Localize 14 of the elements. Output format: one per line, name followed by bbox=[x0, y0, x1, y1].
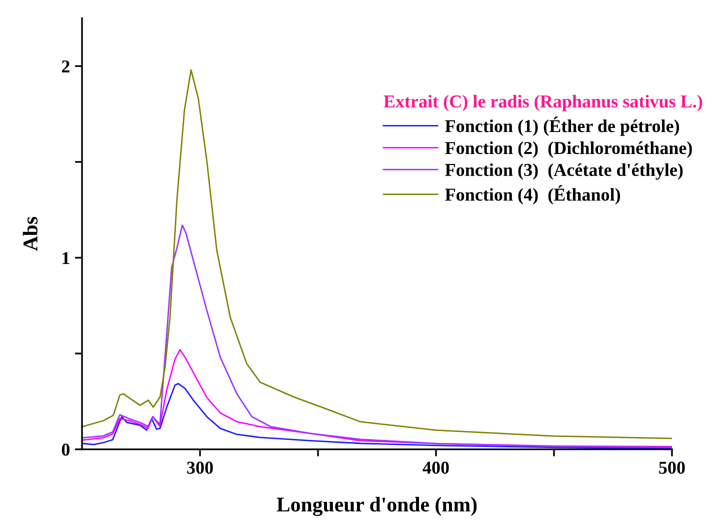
x-tick-label: 500 bbox=[659, 462, 685, 474]
legend-label: Fonction (1) (Éther de pétrole) bbox=[445, 116, 680, 136]
legend-title: Extrait (C) le radis (Raphanus sativus L.) bbox=[384, 94, 702, 112]
line-series bbox=[82, 348, 672, 448]
y-axis-title: Abs bbox=[22, 216, 38, 251]
x-axis-title: Longueur d'onde (nm) bbox=[276, 496, 477, 516]
legend-label: Fonction (4) (Éthanol) bbox=[445, 185, 620, 204]
x-tick-label: 300 bbox=[187, 462, 213, 474]
legend-label: Fonction (2) (Dichlorométhane) bbox=[445, 141, 692, 158]
x-tick-label: 400 bbox=[422, 462, 449, 474]
y-tick-label: 2 bbox=[62, 60, 70, 72]
y-tick-label: 1 bbox=[62, 252, 70, 264]
legend-label: Fonction (3) (Acétate d'éthyle) bbox=[445, 163, 683, 180]
y-tick-label: 0 bbox=[62, 444, 70, 456]
